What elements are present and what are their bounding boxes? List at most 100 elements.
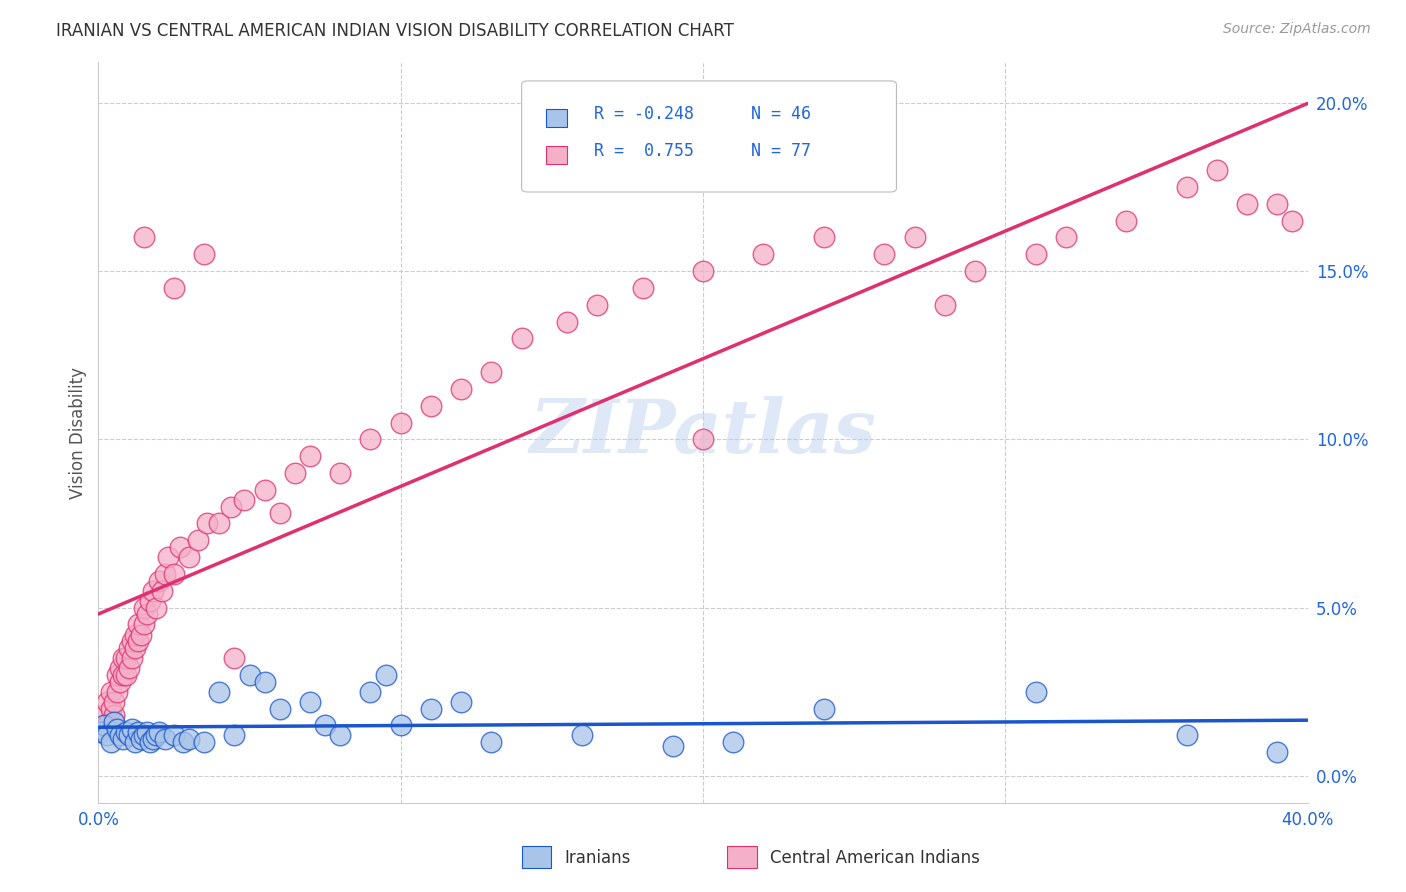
Text: N = 77: N = 77 [751,143,811,161]
Point [389,416,412,430]
Point [813,230,835,244]
Point [1115,213,1137,227]
Point [1267,745,1289,759]
Point [114,668,136,682]
Point [105,685,128,699]
Point [145,600,167,615]
Point [1206,163,1229,178]
Point [239,668,262,682]
Text: N = 46: N = 46 [751,105,811,123]
Point [148,725,170,739]
Y-axis label: Vision Disability: Vision Disability [69,367,87,499]
Point [586,298,609,312]
Point [179,731,201,746]
Point [129,731,152,746]
Point [163,729,186,743]
Point [121,634,143,648]
Point [108,674,131,689]
Bar [546,109,567,128]
Point [360,685,382,699]
Point [139,735,162,749]
Bar [546,145,567,164]
Point [114,725,136,739]
Point [132,600,155,615]
Point [481,735,503,749]
Text: Source: ZipAtlas.com: Source: ZipAtlas.com [1223,22,1371,37]
Text: IRANIAN VS CENTRAL AMERICAN INDIAN VISION DISABILITY CORRELATION CHART: IRANIAN VS CENTRAL AMERICAN INDIAN VISIO… [56,22,734,40]
Point [813,701,835,715]
Text: Central American Indians: Central American Indians [769,849,980,867]
Point [269,507,291,521]
Point [965,264,987,278]
Point [193,247,215,261]
Point [873,247,896,261]
Point [145,729,167,743]
Point [904,230,927,244]
Point [108,661,131,675]
Point [118,729,141,743]
Point [187,533,209,548]
Point [1175,729,1198,743]
Point [329,729,352,743]
Point [269,701,291,715]
Point [389,718,412,732]
Point [132,230,155,244]
Point [510,331,533,345]
Point [631,281,654,295]
Point [118,640,141,655]
Point [96,695,118,709]
Point [208,685,231,699]
Point [124,640,146,655]
Point [224,729,246,743]
Point [124,627,146,641]
FancyBboxPatch shape [522,81,897,192]
Point [150,583,173,598]
Text: Iranians: Iranians [564,849,630,867]
Point [1281,213,1303,227]
Point [96,729,118,743]
Point [723,735,745,749]
Point [129,627,152,641]
Point [153,731,176,746]
Point [1024,247,1046,261]
Point [224,651,246,665]
Point [111,668,134,682]
Point [105,668,128,682]
Point [163,281,186,295]
Point [132,729,155,743]
Point [163,566,186,581]
Point [105,722,128,736]
Point [127,617,149,632]
Point [555,314,578,328]
Point [124,735,146,749]
Point [179,550,201,565]
Bar [522,846,551,868]
Point [90,722,112,736]
Point [193,735,215,749]
Point [374,668,396,682]
Text: ZIPatlas: ZIPatlas [530,396,876,469]
Point [111,731,134,746]
Point [142,731,165,746]
Point [450,382,472,396]
Bar [727,846,756,868]
Point [90,725,112,739]
Point [314,718,336,732]
Point [118,661,141,675]
Point [232,492,254,507]
Point [420,701,443,715]
Point [752,247,775,261]
Point [1024,685,1046,699]
Point [1236,196,1258,211]
Point [172,735,194,749]
Point [692,433,714,447]
Point [96,718,118,732]
Point [108,729,131,743]
Point [1054,230,1077,244]
Point [93,708,115,723]
Point [253,674,276,689]
Point [221,500,243,514]
Point [135,607,157,622]
Point [127,725,149,739]
Point [148,574,170,588]
